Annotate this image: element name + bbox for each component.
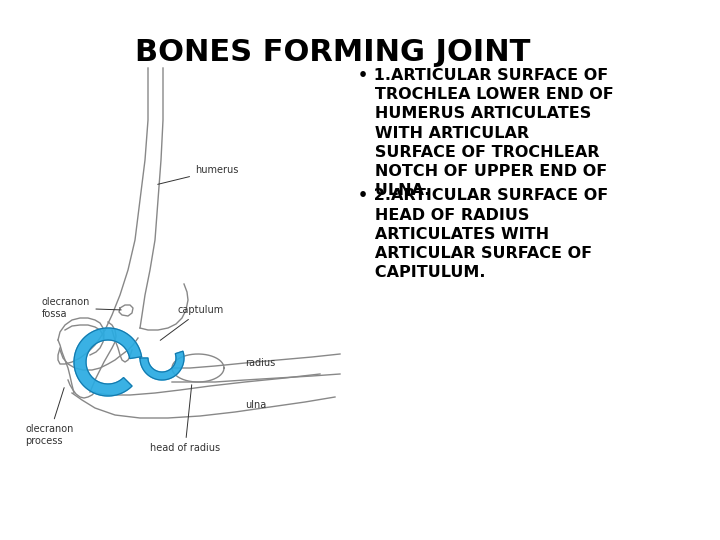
Text: captulum: captulum <box>161 305 224 340</box>
Polygon shape <box>140 351 184 380</box>
Polygon shape <box>74 328 142 396</box>
Text: BONES FORMING JOINT: BONES FORMING JOINT <box>135 38 531 67</box>
Text: radius: radius <box>245 358 275 368</box>
Text: olecranon
fossa: olecranon fossa <box>42 297 121 319</box>
Text: head of radius: head of radius <box>150 385 220 453</box>
Text: • 1.ARTICULAR SURFACE OF
   TROCHLEA LOWER END OF
   HUMERUS ARTICULATES
   WITH: • 1.ARTICULAR SURFACE OF TROCHLEA LOWER … <box>358 68 613 198</box>
Text: ulna: ulna <box>245 400 266 410</box>
Text: humerus: humerus <box>158 165 238 184</box>
Text: • 2.ARTICULAR SURFACE OF
   HEAD OF RADIUS
   ARTICULATES WITH
   ARTICULAR SURF: • 2.ARTICULAR SURFACE OF HEAD OF RADIUS … <box>358 188 608 280</box>
Text: olecranon
process: olecranon process <box>25 388 73 446</box>
